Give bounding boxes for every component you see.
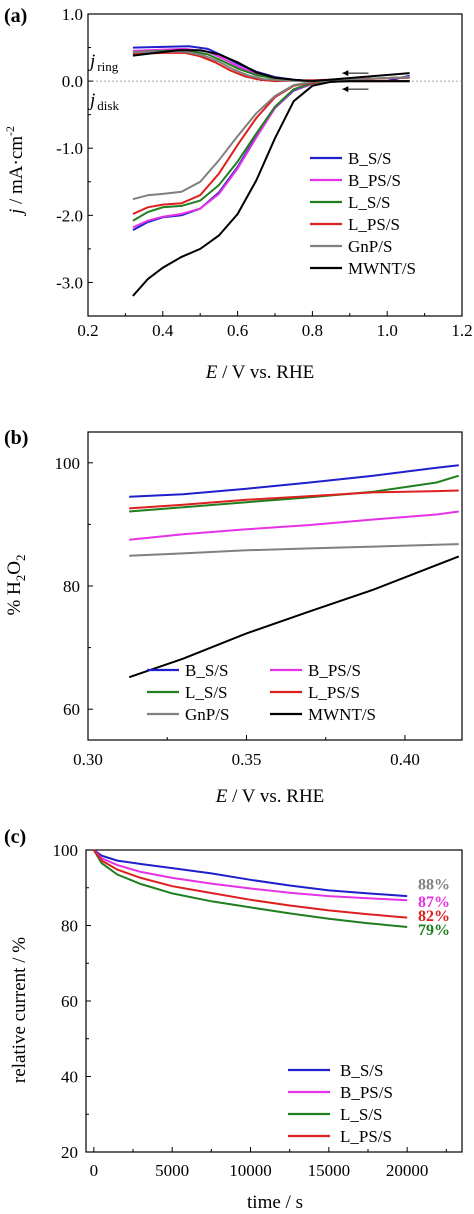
- panel-c-xlabel: time / s: [247, 1192, 303, 1213]
- x-tick-label: 5000: [155, 1161, 189, 1180]
- series-line: [93, 849, 408, 902]
- series-line: [128, 555, 460, 679]
- y-tick-label: 1.0: [62, 5, 83, 24]
- x-tick-label: 20000: [386, 1161, 429, 1180]
- panel-c-label: (c): [4, 826, 26, 848]
- ring-annotation: j ring: [87, 51, 119, 74]
- series-line: [129, 543, 459, 557]
- ring-curve: [132, 49, 410, 83]
- y-tick-label: -2.0: [56, 206, 83, 225]
- x-tick-label: 0.6: [227, 321, 248, 340]
- legend-label: B_PS/S: [308, 661, 361, 680]
- end-percent-label: 79%: [418, 922, 450, 939]
- y-tick-label: 60: [63, 700, 80, 719]
- x-tick-label: 0.8: [302, 321, 323, 340]
- end-percent-label: 82%: [418, 908, 450, 925]
- legend-label: L_S/S: [340, 1105, 383, 1124]
- x-tick-label: 0.2: [77, 321, 98, 340]
- x-tick-label: 0.35: [232, 750, 262, 769]
- y-tick-label: 0.0: [62, 72, 83, 91]
- series-line: [92, 849, 408, 928]
- y-tick-label: 60: [61, 992, 78, 1011]
- ring-curve: [132, 50, 410, 83]
- y-tick-label: -1.0: [56, 139, 83, 158]
- series-line: [129, 464, 459, 498]
- panel-a-ylabel: j / mA·cm-2: [3, 126, 27, 217]
- x-tick-label: 1.2: [451, 321, 472, 340]
- panel-b-ylabel: % H2O2: [4, 554, 28, 615]
- end-percent-label: 88%: [418, 877, 450, 894]
- series-line: [129, 489, 459, 510]
- y-tick-label: 80: [63, 577, 80, 596]
- legend-label: B_S/S: [340, 1061, 383, 1080]
- y-tick-label: -3.0: [56, 273, 83, 292]
- x-tick-label: 0.4: [152, 321, 174, 340]
- series-line: [93, 849, 408, 898]
- panel-c: (c) time / s relative current / % 0 5000 1…: [4, 826, 463, 1213]
- legend-label: L_S/S: [348, 193, 391, 212]
- legend-label: L_S/S: [185, 683, 228, 702]
- y-tick-label: 100: [53, 841, 79, 860]
- panel-a-label: (a): [4, 5, 27, 27]
- legend-label: B_PS/S: [348, 171, 401, 190]
- x-tick-label: 0.30: [73, 750, 103, 769]
- legend-label: B_PS/S: [340, 1083, 393, 1102]
- direction-arrow-head: [342, 70, 349, 77]
- x-tick-label: 0.40: [390, 750, 420, 769]
- x-tick-label: 1.0: [377, 321, 398, 340]
- panel-b-xlabel: E / V vs. RHE: [215, 786, 325, 807]
- panel-c-ylabel: relative current / %: [9, 937, 30, 1083]
- legend-label: GnP/S: [185, 705, 229, 724]
- legend-label: MWNT/S: [308, 705, 376, 724]
- disk-annotation: j disk: [87, 90, 119, 113]
- legend-label: MWNT/S: [348, 259, 416, 278]
- y-tick-label: 20: [61, 1143, 78, 1162]
- end-percent-label: 87%: [418, 894, 450, 911]
- panel-b: (b) E / V vs. RHE % H2O2 0.30 0.35 0.40 60 8…: [4, 427, 463, 807]
- y-tick-label: 80: [61, 917, 78, 936]
- legend-label: GnP/S: [348, 237, 392, 256]
- x-tick-label: 15000: [308, 1161, 351, 1180]
- disk-curve: [132, 80, 410, 297]
- legend-label: L_PS/S: [340, 1127, 392, 1146]
- panel-a: (a) E / V vs. RHE j / mA·cm-2 j ring j dis…: [3, 5, 473, 383]
- legend-label: B_S/S: [348, 149, 391, 168]
- panel-b-label: (b): [4, 427, 28, 449]
- x-tick-label: 0: [90, 1161, 99, 1180]
- y-tick-label: 40: [61, 1068, 78, 1087]
- panel-a-xlabel: E / V vs. RHE: [205, 362, 315, 383]
- legend-label: L_PS/S: [348, 215, 400, 234]
- series-line: [129, 510, 459, 541]
- plot-frame: [87, 431, 463, 741]
- legend-label: L_PS/S: [308, 683, 360, 702]
- ring-curve: [132, 51, 410, 83]
- series-line: [92, 849, 408, 919]
- direction-arrow-head: [342, 86, 349, 93]
- y-tick-label: 100: [55, 454, 81, 473]
- series-line: [129, 474, 460, 513]
- legend-label: B_S/S: [185, 661, 228, 680]
- x-tick-label: 10000: [229, 1161, 272, 1180]
